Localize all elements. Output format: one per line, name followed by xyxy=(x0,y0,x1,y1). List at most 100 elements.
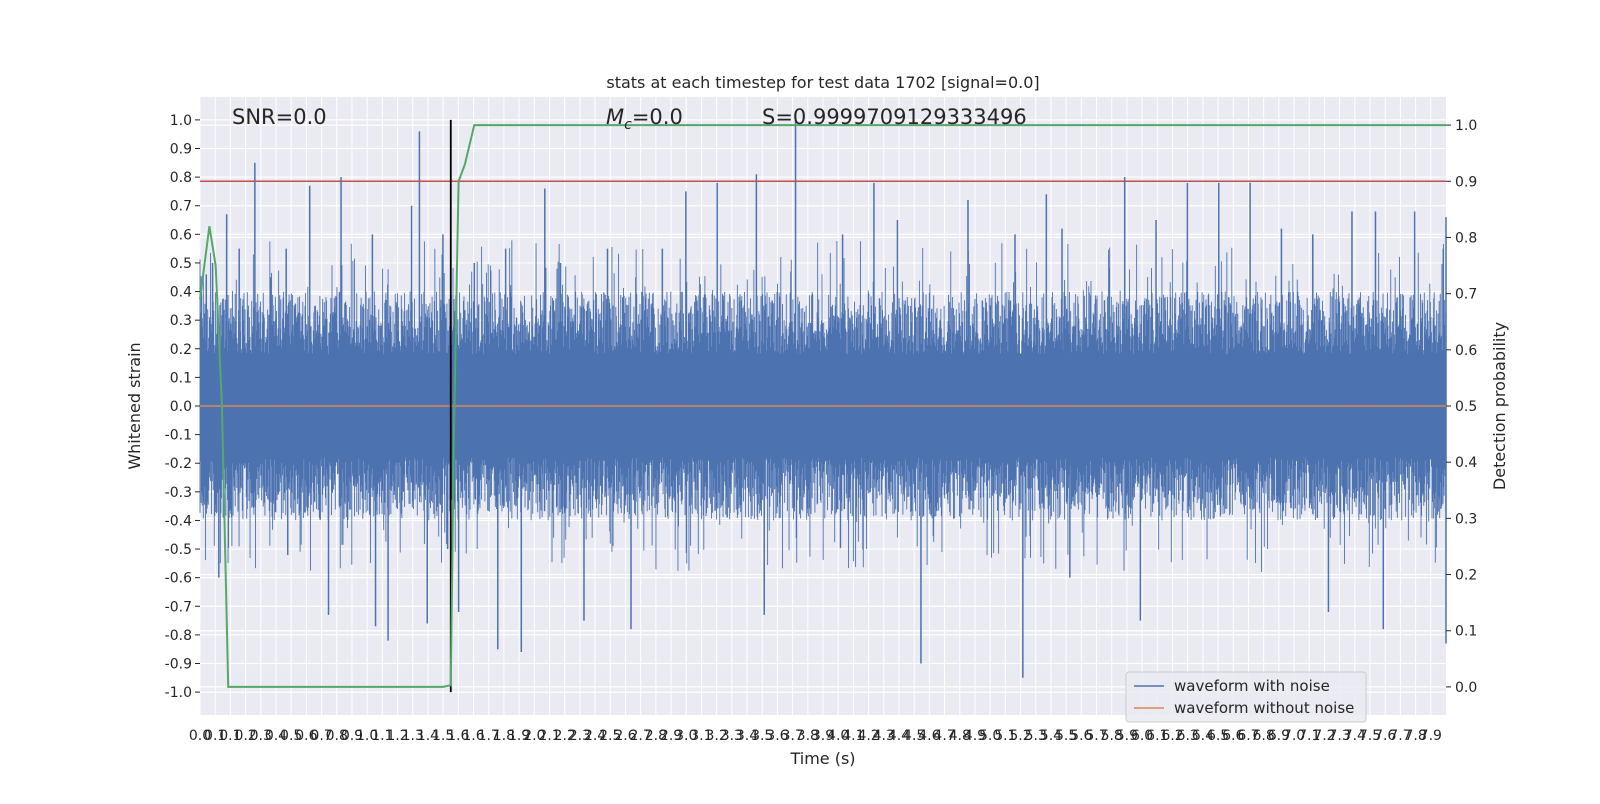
legend-box xyxy=(1125,671,1367,723)
x-tick-label: 7.8 xyxy=(1404,728,1426,744)
x-tick-label: 5.5 xyxy=(1055,728,1077,744)
x-tick-label: 4.6 xyxy=(918,728,940,744)
y-left-tick-label: -0.1 xyxy=(165,428,192,444)
x-tick-label: 0.9 xyxy=(341,728,363,744)
y-axis-label-right: Detection probability xyxy=(1490,322,1509,490)
y-left-tick-label: 0.5 xyxy=(170,256,192,272)
x-tick-label: 2.5 xyxy=(599,728,621,744)
x-tick-label: 6.0 xyxy=(1131,728,1153,744)
x-tick-label: 6.2 xyxy=(1161,728,1183,744)
mc-subscript: c xyxy=(624,117,632,133)
line-layer xyxy=(199,119,1446,693)
x-tick-label: 1.0 xyxy=(356,728,378,744)
x-tick-label: 2.7 xyxy=(630,728,652,744)
x-tick-label: 7.3 xyxy=(1329,728,1351,744)
x-tick-label: 6.3 xyxy=(1177,728,1199,744)
x-tick-label: 5.2 xyxy=(1009,728,1031,744)
x-axis-label: Time (s) xyxy=(789,749,855,768)
x-tick-label: 1.7 xyxy=(478,728,500,744)
x-tick-label: 1.2 xyxy=(386,728,408,744)
y-left-tick-label: -0.2 xyxy=(165,456,192,472)
y-left-tick-label: 0.4 xyxy=(170,285,192,301)
y-right-tick-label: 0.9 xyxy=(1455,174,1477,190)
y-right-tick-label: 0.6 xyxy=(1455,343,1477,359)
x-tick-label: 5.8 xyxy=(1101,728,1123,744)
x-tick-label: 3.9 xyxy=(812,728,834,744)
x-tick-label: 4.2 xyxy=(857,728,879,744)
noise-trace-body xyxy=(199,240,1447,572)
noise-trace xyxy=(199,119,1447,678)
x-tick-label: 0.2 xyxy=(234,728,256,744)
y-right-tick-label: 0.8 xyxy=(1455,230,1477,246)
x-tick-label: 7.5 xyxy=(1359,728,1381,744)
legend-label-clean: waveform without noise xyxy=(1174,699,1354,717)
x-tick-label: 5.6 xyxy=(1070,728,1092,744)
x-tick-label: 0.1 xyxy=(219,728,241,744)
legend: waveform with noise waveform without noi… xyxy=(1125,671,1367,723)
y-left-tick-label: -1.0 xyxy=(165,685,192,701)
x-tick-label: 5.0 xyxy=(979,728,1001,744)
x-tick-label: 2.6 xyxy=(614,728,636,744)
left-axis-ticks: 1.0 0.9 0.8 0.7 0.6 0.5 0.4 0.3 0.2 0.1 0.0 -0.1 -0.… xyxy=(165,113,200,701)
x-tick-label: 0.1 xyxy=(204,728,226,744)
x-tick-label: 0.3 xyxy=(250,728,272,744)
y-left-tick-label: -0.4 xyxy=(165,513,192,529)
x-tick-label: 0.5 xyxy=(280,728,302,744)
snr-annotation: SNR=0.0 xyxy=(232,105,327,129)
x-tick-label: 3.8 xyxy=(797,728,819,744)
x-tick-label: 0.7 xyxy=(310,728,332,744)
x-tick-label: 3.4 xyxy=(736,728,758,744)
y-right-tick-label: 0.1 xyxy=(1455,624,1477,640)
x-tick-label: 1.8 xyxy=(493,728,515,744)
x-tick-label: 0.4 xyxy=(265,728,287,744)
chart-title: stats at each timestep for test data 170… xyxy=(606,73,1039,92)
y-left-tick-label: 0.3 xyxy=(170,313,192,329)
x-tick-label: 6.7 xyxy=(1237,728,1259,744)
x-tick-label: 3.6 xyxy=(766,728,788,744)
y-left-tick-label: 1.0 xyxy=(170,113,192,129)
x-tick-label: 2.3 xyxy=(569,728,591,744)
x-tick-label: 6.6 xyxy=(1222,728,1244,744)
x-tick-label: 0.8 xyxy=(326,728,348,744)
x-tick-label: 0.6 xyxy=(295,728,317,744)
x-tick-label: 4.3 xyxy=(873,728,895,744)
x-tick-label: 4.9 xyxy=(964,728,986,744)
x-tick-label: 5.4 xyxy=(1040,728,1062,744)
x-tick-label: 4.5 xyxy=(903,728,925,744)
mc-annotation: Mc=0.0 xyxy=(606,105,683,133)
y-right-tick-label: 0.4 xyxy=(1455,455,1477,471)
x-tick-label: 7.1 xyxy=(1298,728,1320,744)
x-tick-label: 6.1 xyxy=(1146,728,1168,744)
y-left-tick-label: -0.7 xyxy=(165,599,192,615)
x-tick-label: 1.6 xyxy=(462,728,484,744)
y-right-tick-label: 1.0 xyxy=(1455,118,1477,134)
x-tick-label: 2.8 xyxy=(645,728,667,744)
right-axis-ticks: 1.0 0.9 0.8 0.7 0.6 0.5 0.4 0.3 0.2 0.1 0.0 xyxy=(1446,118,1477,696)
x-tick-label: 3.3 xyxy=(721,728,743,744)
x-tick-label: 3.7 xyxy=(781,728,803,744)
x-tick-label: 1.5 xyxy=(432,728,454,744)
x-tick-label: 6.4 xyxy=(1192,728,1214,744)
x-tick-label: 7.6 xyxy=(1374,728,1396,744)
x-tick-label: 4.7 xyxy=(933,728,955,744)
y-right-tick-label: 0.2 xyxy=(1455,568,1477,584)
x-tick-label: 4.1 xyxy=(842,728,864,744)
y-left-tick-label: 0.8 xyxy=(170,170,192,186)
x-tick-label: 5.3 xyxy=(1025,728,1047,744)
x-tick-label: 3.2 xyxy=(706,728,728,744)
x-tick-label: 1.9 xyxy=(508,728,530,744)
mc-value: =0.0 xyxy=(632,105,683,129)
y-right-tick-label: 0.3 xyxy=(1455,511,1477,527)
x-tick-label: 7.9 xyxy=(1420,728,1442,744)
x-tick-label: 6.9 xyxy=(1268,728,1290,744)
y-right-tick-label: 0.5 xyxy=(1455,399,1477,415)
x-tick-label: 4.8 xyxy=(949,728,971,744)
x-axis-ticks: 0.00.10.10.20.30.40.50.60.70.80.91.01.11… xyxy=(189,728,1442,744)
x-tick-label: 2.4 xyxy=(584,728,606,744)
detection-probability-line xyxy=(199,124,1446,688)
x-tick-label: 1.6 xyxy=(447,728,469,744)
y-left-tick-label: -0.6 xyxy=(165,571,192,587)
y-left-tick-label: 0.7 xyxy=(170,199,192,215)
